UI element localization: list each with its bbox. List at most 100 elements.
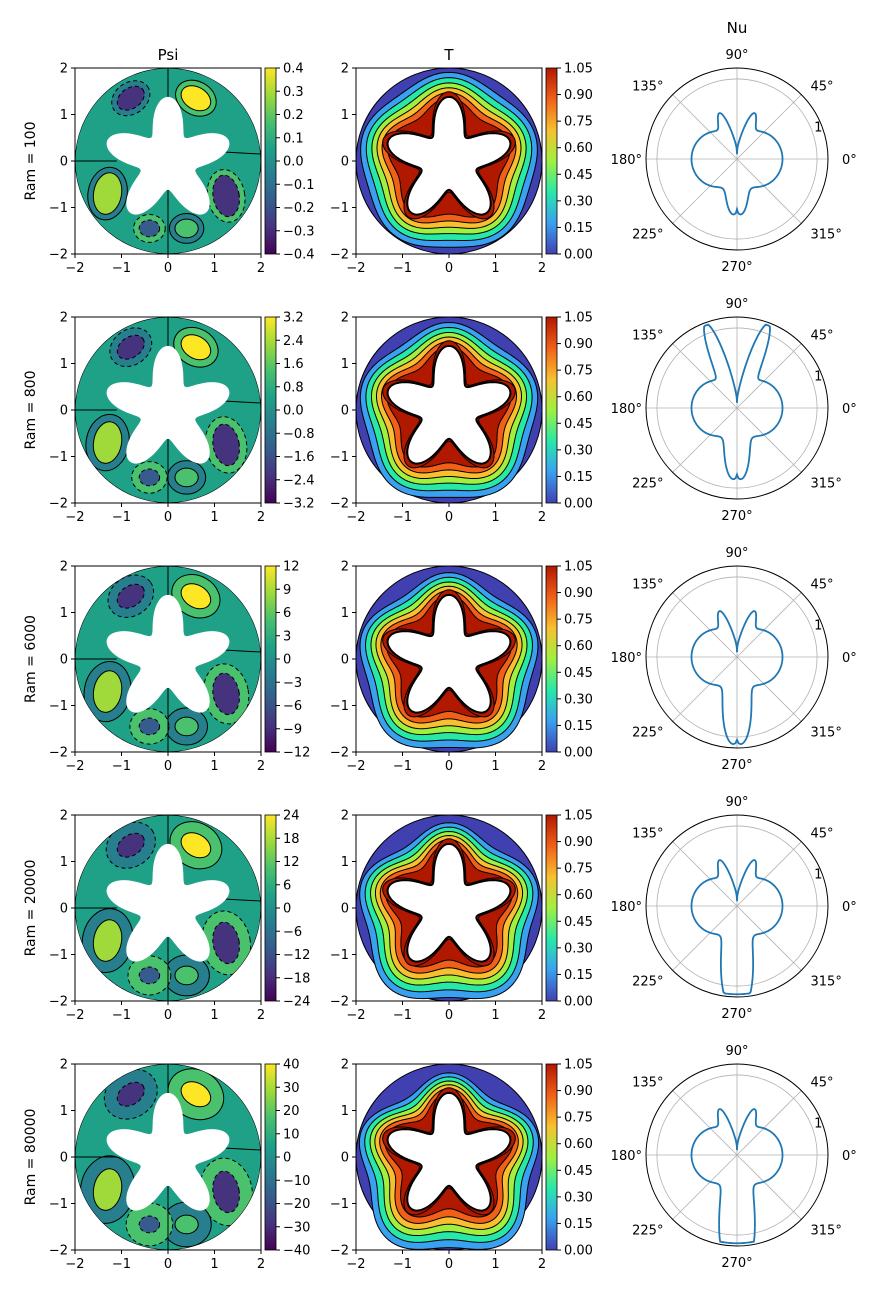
t-colorbar-label: 0.45: [564, 1164, 593, 1179]
t-inner-star: [386, 344, 512, 465]
psi-colorbar-label: 3: [283, 629, 291, 644]
nu-grid-spoke: [736, 1154, 802, 1220]
nu-angle-label: 135°: [632, 79, 663, 94]
psi-colorbar-label: 24: [283, 809, 300, 824]
psi-vortex-cell: [92, 172, 123, 215]
psi-colorbar: [264, 814, 277, 1002]
psi-colorbar-label: 3.2: [283, 311, 304, 326]
t-xtick-label: 1: [491, 759, 499, 774]
psi-ytick-label: 1: [60, 108, 68, 123]
psi-vortex-cell: [174, 218, 199, 239]
t-colorbar-label: 0.60: [564, 639, 593, 654]
psi-vortex-cell: [180, 832, 212, 859]
t-xtick-label: −2: [346, 510, 365, 525]
psi-zero-line: [219, 898, 262, 902]
t-colorbar-label: 0.45: [564, 666, 593, 681]
nu-angle-label: 270°: [721, 758, 752, 773]
psi-colorbar-label: −20: [283, 1197, 310, 1212]
psi-vortex-cell: [212, 921, 240, 965]
psi-xtick-label: 2: [257, 510, 265, 525]
psi-vortex-cell: [116, 85, 145, 111]
psi-corner-mask: [75, 566, 261, 752]
nu-grid-spoke: [736, 343, 802, 409]
psi-colorbar-label: −3.2: [283, 497, 315, 512]
psi-xtick-label: −1: [112, 759, 131, 774]
t-ytick-label: 2: [341, 1058, 349, 1073]
psi-colorbar-label: −2.4: [283, 473, 315, 488]
psi-corner-mask: [75, 815, 261, 1001]
psi-ytick-label: 0: [60, 902, 68, 917]
nu-frame: [645, 67, 829, 251]
psi-xtick-label: 1: [210, 1257, 218, 1272]
t-colorbar: [545, 1063, 558, 1251]
t-inner-star: [386, 842, 512, 963]
t-colorbar-label: 0.90: [564, 1084, 593, 1099]
nu-angle-label: 180°: [611, 900, 642, 915]
t-xtick-label: 2: [538, 261, 546, 276]
psi-colorbar-label: 1.6: [283, 357, 304, 372]
t-colorbar-label: 0.60: [564, 1137, 593, 1152]
nu-panel: 0° 45° 90° 135° 180° 225° 270° 315° 1: [611, 795, 857, 1022]
t-xtick-label: −2: [346, 759, 365, 774]
t-ytick-label: −2: [330, 746, 349, 761]
t-ytick-label: −1: [330, 450, 349, 465]
t-ytick-label: 2: [341, 311, 349, 326]
nu-angle-label: 90°: [725, 297, 748, 312]
nu-angle-label: 90°: [725, 546, 748, 561]
nu-frame: [645, 316, 829, 500]
psi-panel: −2−2 −1 −1 0 0 1 1 2 2 3.2 2.4 1.6 0.8 0.0 −0.8 −1.6 −2.…: [23, 311, 315, 526]
psi-vortex-cell: [212, 174, 240, 218]
psi-vortex-cell: [212, 423, 240, 467]
psi-colorbar-label: 0.2: [283, 108, 304, 123]
t-colorbar-label: 0.15: [564, 221, 593, 236]
nu-frame: [645, 814, 829, 998]
t-xtick-label: −1: [393, 510, 412, 525]
t-ytick-label: 2: [341, 809, 349, 824]
psi-colorbar-label: −6: [283, 699, 302, 714]
t-ytick-label: 0: [341, 404, 349, 419]
t-ytick-label: 0: [341, 155, 349, 170]
t-colorbar-label: 0.90: [564, 835, 593, 850]
nu-angle-label: 225°: [632, 477, 663, 492]
psi-ytick-label: 1: [60, 855, 68, 870]
nu-angle-label: 45°: [811, 826, 834, 841]
psi-vortex-cell: [212, 1170, 240, 1214]
psi-xtick-label: 2: [257, 261, 265, 276]
nu-angle-label: 45°: [811, 577, 834, 592]
t-ytick-label: −1: [330, 1197, 349, 1212]
nu-panel: 0° 45° 90° 135° 180° 225° 270° 315° 1: [611, 48, 857, 275]
psi-vortex-cell: [92, 1168, 123, 1211]
t-panel: −2−2 −1 −1 0 0 1 1 2 2 1.05 0.90 0.75 0.60 0.45 0.30 0.…: [330, 809, 593, 1024]
psi-ytick-label: −1: [49, 699, 68, 714]
nu-angle-label: 225°: [632, 1224, 663, 1239]
psi-colorbar-label: 0.1: [283, 131, 304, 146]
nu-grid-spoke: [672, 905, 738, 971]
nu-angle-label: 90°: [725, 795, 748, 810]
nu-angle-label: 45°: [811, 79, 834, 94]
nu-grid-spoke: [672, 158, 738, 224]
psi-xtick-label: 2: [257, 1257, 265, 1272]
t-xtick-label: 2: [538, 510, 546, 525]
psi-vortex-cell: [92, 919, 123, 962]
t-colorbar-label: 0.75: [564, 613, 593, 628]
psi-colorbar-label: 0: [283, 902, 291, 917]
psi-colorbar-label: −6: [283, 925, 302, 940]
psi-zero-line: [219, 400, 262, 404]
nu-grid-spoke: [736, 841, 802, 907]
psi-xtick-label: 2: [257, 759, 265, 774]
t-colorbar-label: 1.05: [564, 1058, 593, 1073]
t-colorbar-label: 0.00: [564, 497, 593, 512]
t-ytick-label: 2: [341, 62, 349, 77]
psi-inner-star: [106, 96, 230, 215]
t-colorbar: [545, 814, 558, 1002]
nu-frame: [645, 565, 829, 749]
t-colorbar-label: 1.05: [564, 311, 593, 326]
t-colorbar-label: 0.15: [564, 470, 593, 485]
nu-angle-label: 135°: [632, 1075, 663, 1090]
t-colorbar-label: 0.60: [564, 141, 593, 156]
psi-xtick-label: −1: [112, 510, 131, 525]
psi-vortex-cell: [180, 1081, 212, 1108]
